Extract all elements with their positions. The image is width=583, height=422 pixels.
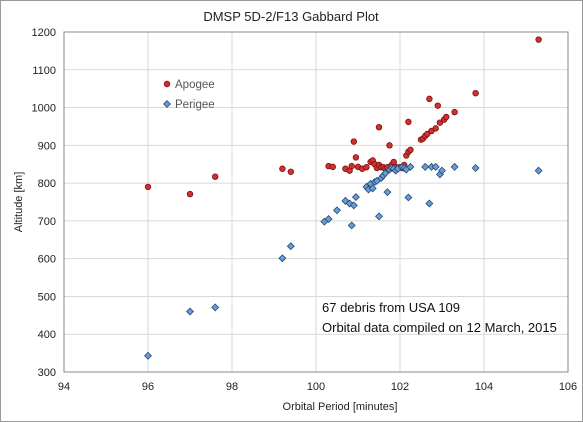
apogee-point xyxy=(279,165,286,172)
legend-marker-apogee xyxy=(163,80,171,88)
perigee-point xyxy=(368,184,377,193)
y-tick-label: 600 xyxy=(38,254,56,266)
perigee-point xyxy=(383,188,392,197)
series-layer xyxy=(144,36,543,360)
apogee-point xyxy=(472,89,479,97)
perigee-point xyxy=(144,351,152,360)
apogee-point xyxy=(211,173,219,180)
perigee-point xyxy=(421,162,430,171)
apogee-point xyxy=(386,142,393,149)
apogee-point xyxy=(375,123,383,131)
perigee-point xyxy=(381,169,390,178)
perigee-point xyxy=(278,254,287,263)
apogee-point xyxy=(434,102,441,109)
perigee-point xyxy=(534,166,543,175)
perigee-point xyxy=(406,162,415,171)
series-perigee xyxy=(144,162,543,360)
x-axis-label: Orbital Period [minutes] xyxy=(283,401,398,413)
perigee-point xyxy=(211,303,220,312)
axes-layer: 94 96 98 100 102 104 106 300 400 500 600 700 800 900 1… xyxy=(32,27,578,393)
perigee-point xyxy=(404,193,413,202)
apogee-point xyxy=(535,36,542,43)
apogee-point xyxy=(426,95,433,103)
legend-perigee-symbol xyxy=(163,100,171,108)
annotation-data-date: Orbital data compiled on 12 March, 2015 xyxy=(322,320,557,335)
plot-area-border xyxy=(63,31,569,373)
legend-label-perigee: Perigee xyxy=(175,99,215,111)
x-tick-label: 104 xyxy=(475,381,493,393)
apogee-point xyxy=(348,162,355,170)
perigee-point xyxy=(431,162,440,171)
x-tick-label: 106 xyxy=(559,381,577,393)
apogee-point xyxy=(424,130,431,138)
y-tick-label: 900 xyxy=(38,140,56,152)
apogee-point xyxy=(363,164,370,171)
perigee-point xyxy=(333,206,341,215)
apogee-point xyxy=(186,190,194,198)
apogee-point xyxy=(407,146,414,154)
y-tick-label: 700 xyxy=(38,216,56,228)
y-tick-label: 400 xyxy=(38,329,56,341)
y-tick-label: 300 xyxy=(38,367,56,379)
legend: Apogee Perigee xyxy=(163,79,215,111)
y-tick-label: 500 xyxy=(38,291,56,303)
annotation-debris-count: 67 debris from USA 109 xyxy=(322,300,460,315)
apogee-point xyxy=(144,183,152,191)
perigee-point xyxy=(375,212,383,221)
perigee-point xyxy=(450,162,459,171)
legend-marker-perigee xyxy=(163,100,171,108)
grid-layer xyxy=(64,32,568,372)
perigee-point xyxy=(351,193,360,202)
series-apogee xyxy=(144,36,542,198)
legend-label-apogee: Apogee xyxy=(175,79,215,91)
apogee-point xyxy=(432,125,439,132)
x-tick-label: 94 xyxy=(58,381,70,393)
legend-apogee-symbol xyxy=(163,80,171,88)
perigee-point xyxy=(349,201,358,210)
x-tick-label: 96 xyxy=(142,381,154,393)
apogee-point xyxy=(329,163,336,171)
perigee-point xyxy=(438,166,446,175)
x-tick-label: 100 xyxy=(307,381,325,393)
apogee-point xyxy=(443,113,450,121)
perigee-point xyxy=(286,242,295,251)
perigee-point xyxy=(186,307,194,316)
perigee-point xyxy=(425,199,434,208)
y-tick-label: 800 xyxy=(38,178,56,190)
apogee-point xyxy=(451,108,458,116)
chart-title: DMSP 5D-2/F13 Gabbard Plot xyxy=(203,9,379,24)
apogee-point xyxy=(436,119,444,126)
x-tick-label: 98 xyxy=(226,381,238,393)
apogee-point xyxy=(352,154,360,161)
apogee-point xyxy=(405,118,412,126)
apogee-point xyxy=(287,168,294,175)
perigee-point xyxy=(471,164,480,172)
perigee-point xyxy=(324,215,333,223)
y-axis-label: Altitude [km] xyxy=(13,172,25,233)
y-tick-label: 1100 xyxy=(32,65,56,77)
perigee-point xyxy=(347,221,356,230)
y-tick-label: 1000 xyxy=(32,103,56,115)
x-tick-label: 102 xyxy=(391,381,409,393)
apogee-point xyxy=(350,138,357,145)
y-tick-label: 1200 xyxy=(32,27,56,39)
